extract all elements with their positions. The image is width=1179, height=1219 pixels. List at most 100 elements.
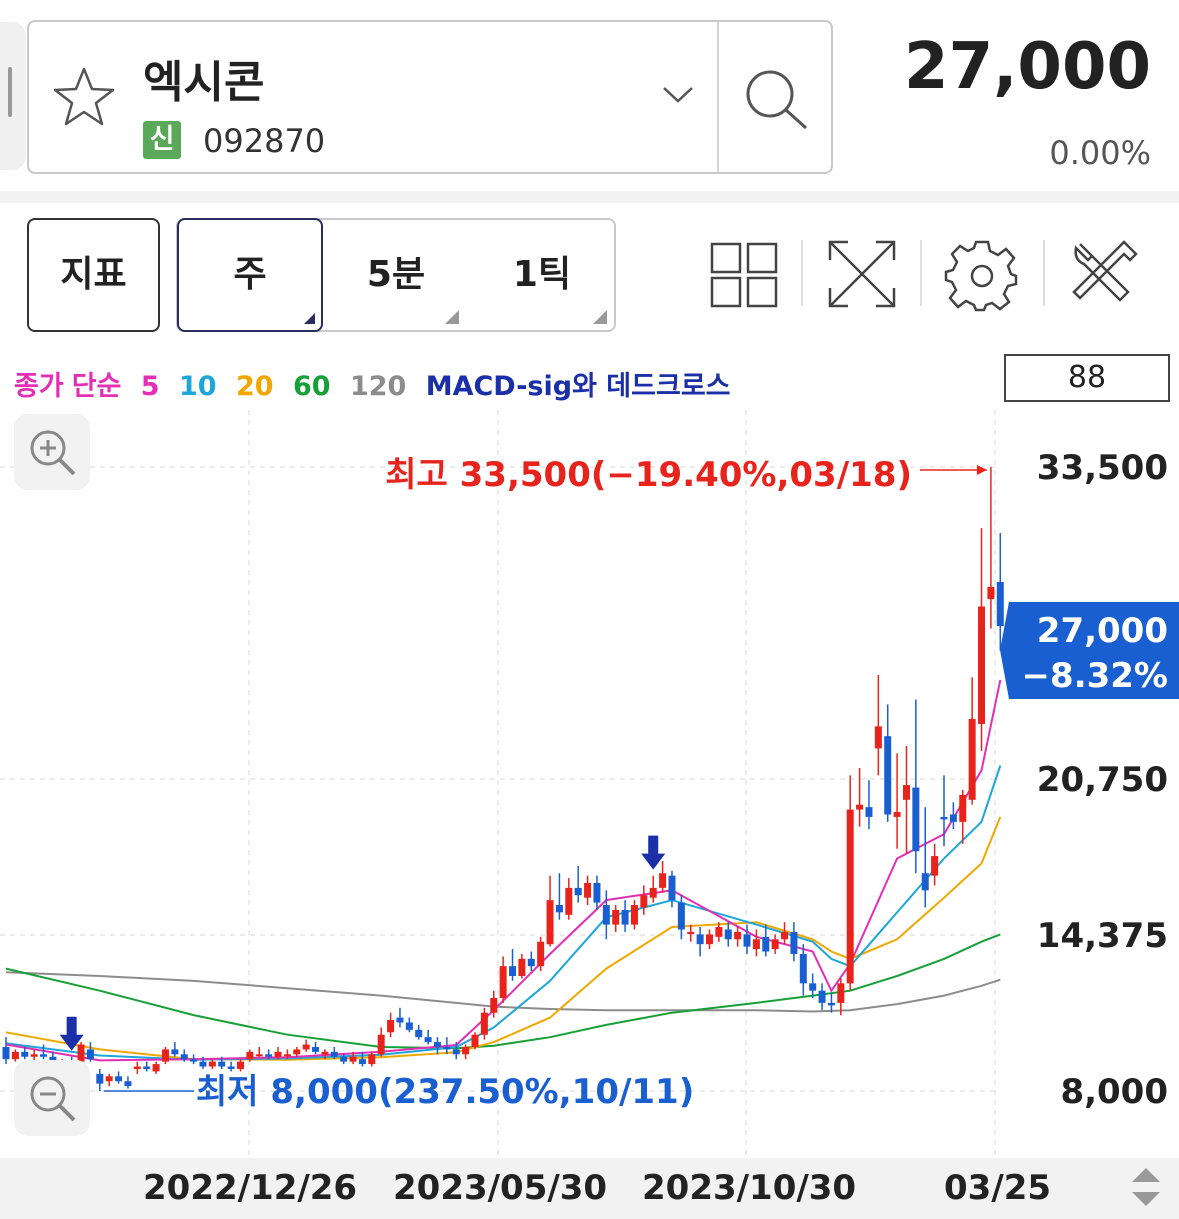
candle-body (133, 1066, 141, 1069)
candle-body (771, 939, 779, 950)
candle-body (856, 804, 864, 810)
legend-ma-type: 단순 (71, 371, 122, 402)
market-badge: 신 (143, 121, 181, 159)
candle-body (677, 902, 685, 930)
price-chart[interactable]: 33,500 20,750 14,375 8,000 최고 33,500(−19.40%… (0, 346, 1179, 1158)
candle-body (471, 1034, 479, 1047)
candle-body (227, 1066, 235, 1069)
ma120-line (5, 971, 1001, 1013)
divider (801, 240, 803, 306)
candle-body (199, 1061, 207, 1067)
x-tick-label: 2023/10/30 (642, 1168, 857, 1208)
candle-body (996, 582, 1004, 627)
candle-body (781, 931, 789, 940)
legend-close-label: 종가 (14, 371, 64, 402)
candle-body (968, 719, 976, 800)
candle-body (171, 1049, 179, 1055)
candle-body (443, 1046, 451, 1050)
candle-body (593, 883, 601, 903)
candle-body (377, 1034, 385, 1055)
scroll-updown-icon[interactable] (1128, 1164, 1164, 1214)
candle-body (621, 909, 629, 925)
search-button[interactable] (720, 22, 831, 172)
candle-body (743, 934, 751, 947)
candle-body (330, 1051, 338, 1057)
candle-body (358, 1059, 366, 1065)
candle-body (809, 983, 817, 991)
candle-body (30, 1054, 38, 1057)
candle-body (902, 785, 910, 800)
candle-body (799, 953, 807, 984)
divider (717, 22, 719, 172)
divider (920, 240, 922, 306)
candle-body (11, 1051, 19, 1060)
period-tab-5min[interactable]: 5분 (323, 218, 469, 332)
candle-body (21, 1051, 29, 1057)
period-tab-week[interactable]: 주 (177, 218, 323, 332)
period-label: 5분 (366, 254, 426, 295)
chevron-down-icon (663, 87, 693, 103)
high-annotation-arrowhead (976, 465, 987, 475)
stock-dropdown-button[interactable] (640, 22, 717, 172)
candle-body (687, 931, 695, 934)
current-change-label: −8.32% (1022, 656, 1168, 696)
candle-body (574, 887, 582, 896)
candle-body (490, 998, 498, 1013)
x-tick-label: 2022/12/26 (143, 1168, 358, 1208)
indicator-button[interactable]: 지표 (27, 218, 160, 332)
candle-body (40, 1054, 48, 1057)
candle-body (124, 1081, 132, 1087)
candle-body (790, 931, 798, 954)
tools-icon[interactable] (1066, 234, 1146, 314)
candle-body (659, 873, 667, 888)
side-drawer-handle[interactable] (0, 22, 26, 170)
candle-body (349, 1056, 357, 1062)
candle-body (987, 586, 995, 600)
chart-canvas: 33,500 20,750 14,375 8,000 최고 33,500(−19.40%… (0, 410, 1179, 1158)
candle-body (724, 929, 732, 940)
high-annotation: 최고 33,500(−19.40%,03/18) (385, 455, 912, 495)
candle-body (415, 1029, 423, 1038)
gear-icon[interactable] (942, 234, 1022, 314)
candle-body (340, 1056, 348, 1062)
visible-count-input[interactable]: 88 (1004, 354, 1170, 402)
candle-body (884, 736, 892, 815)
current-price-badge (1000, 602, 1179, 700)
star-icon[interactable] (50, 64, 118, 132)
ma60-line (5, 933, 1001, 1050)
candle-body (96, 1073, 104, 1084)
candle-body (555, 905, 563, 913)
grid-layout-icon[interactable] (704, 234, 784, 314)
period-tab-1tick[interactable]: 1틱 (469, 218, 615, 332)
candle-body (649, 887, 657, 898)
candle-body (846, 809, 854, 984)
candle-body (668, 875, 676, 901)
candle-body (302, 1044, 310, 1050)
legend-ma5: 5 (140, 371, 160, 402)
low-annotation: 최저 8,000(237.50%,10/11) (196, 1072, 694, 1112)
candle-body (630, 905, 638, 925)
candle-body (368, 1054, 376, 1065)
candle-body (949, 814, 957, 822)
candle-body (837, 983, 845, 1003)
candle-body (734, 931, 742, 940)
candle-body (865, 807, 873, 817)
candle-body (86, 1049, 94, 1060)
period-label: 주 (233, 254, 267, 295)
current-price-label: 27,000 (1037, 611, 1168, 651)
candle-body (940, 816, 948, 820)
candle-body (208, 1061, 216, 1067)
candle-body (706, 934, 713, 945)
zoom-out-icon[interactable] (14, 1060, 90, 1136)
y-tick-label: 33,500 (1037, 448, 1168, 488)
stock-name: 엑시콘 (143, 57, 265, 108)
candle-body (396, 1017, 404, 1023)
candle-body (105, 1076, 113, 1082)
candle-body (283, 1054, 291, 1057)
y-tick-label: 8,000 (1060, 1072, 1168, 1112)
section-divider (0, 191, 1179, 203)
ma5-line (5, 679, 1002, 1062)
candle-body (912, 787, 920, 852)
fullscreen-icon[interactable] (822, 234, 902, 314)
zoom-in-icon[interactable] (14, 414, 90, 490)
